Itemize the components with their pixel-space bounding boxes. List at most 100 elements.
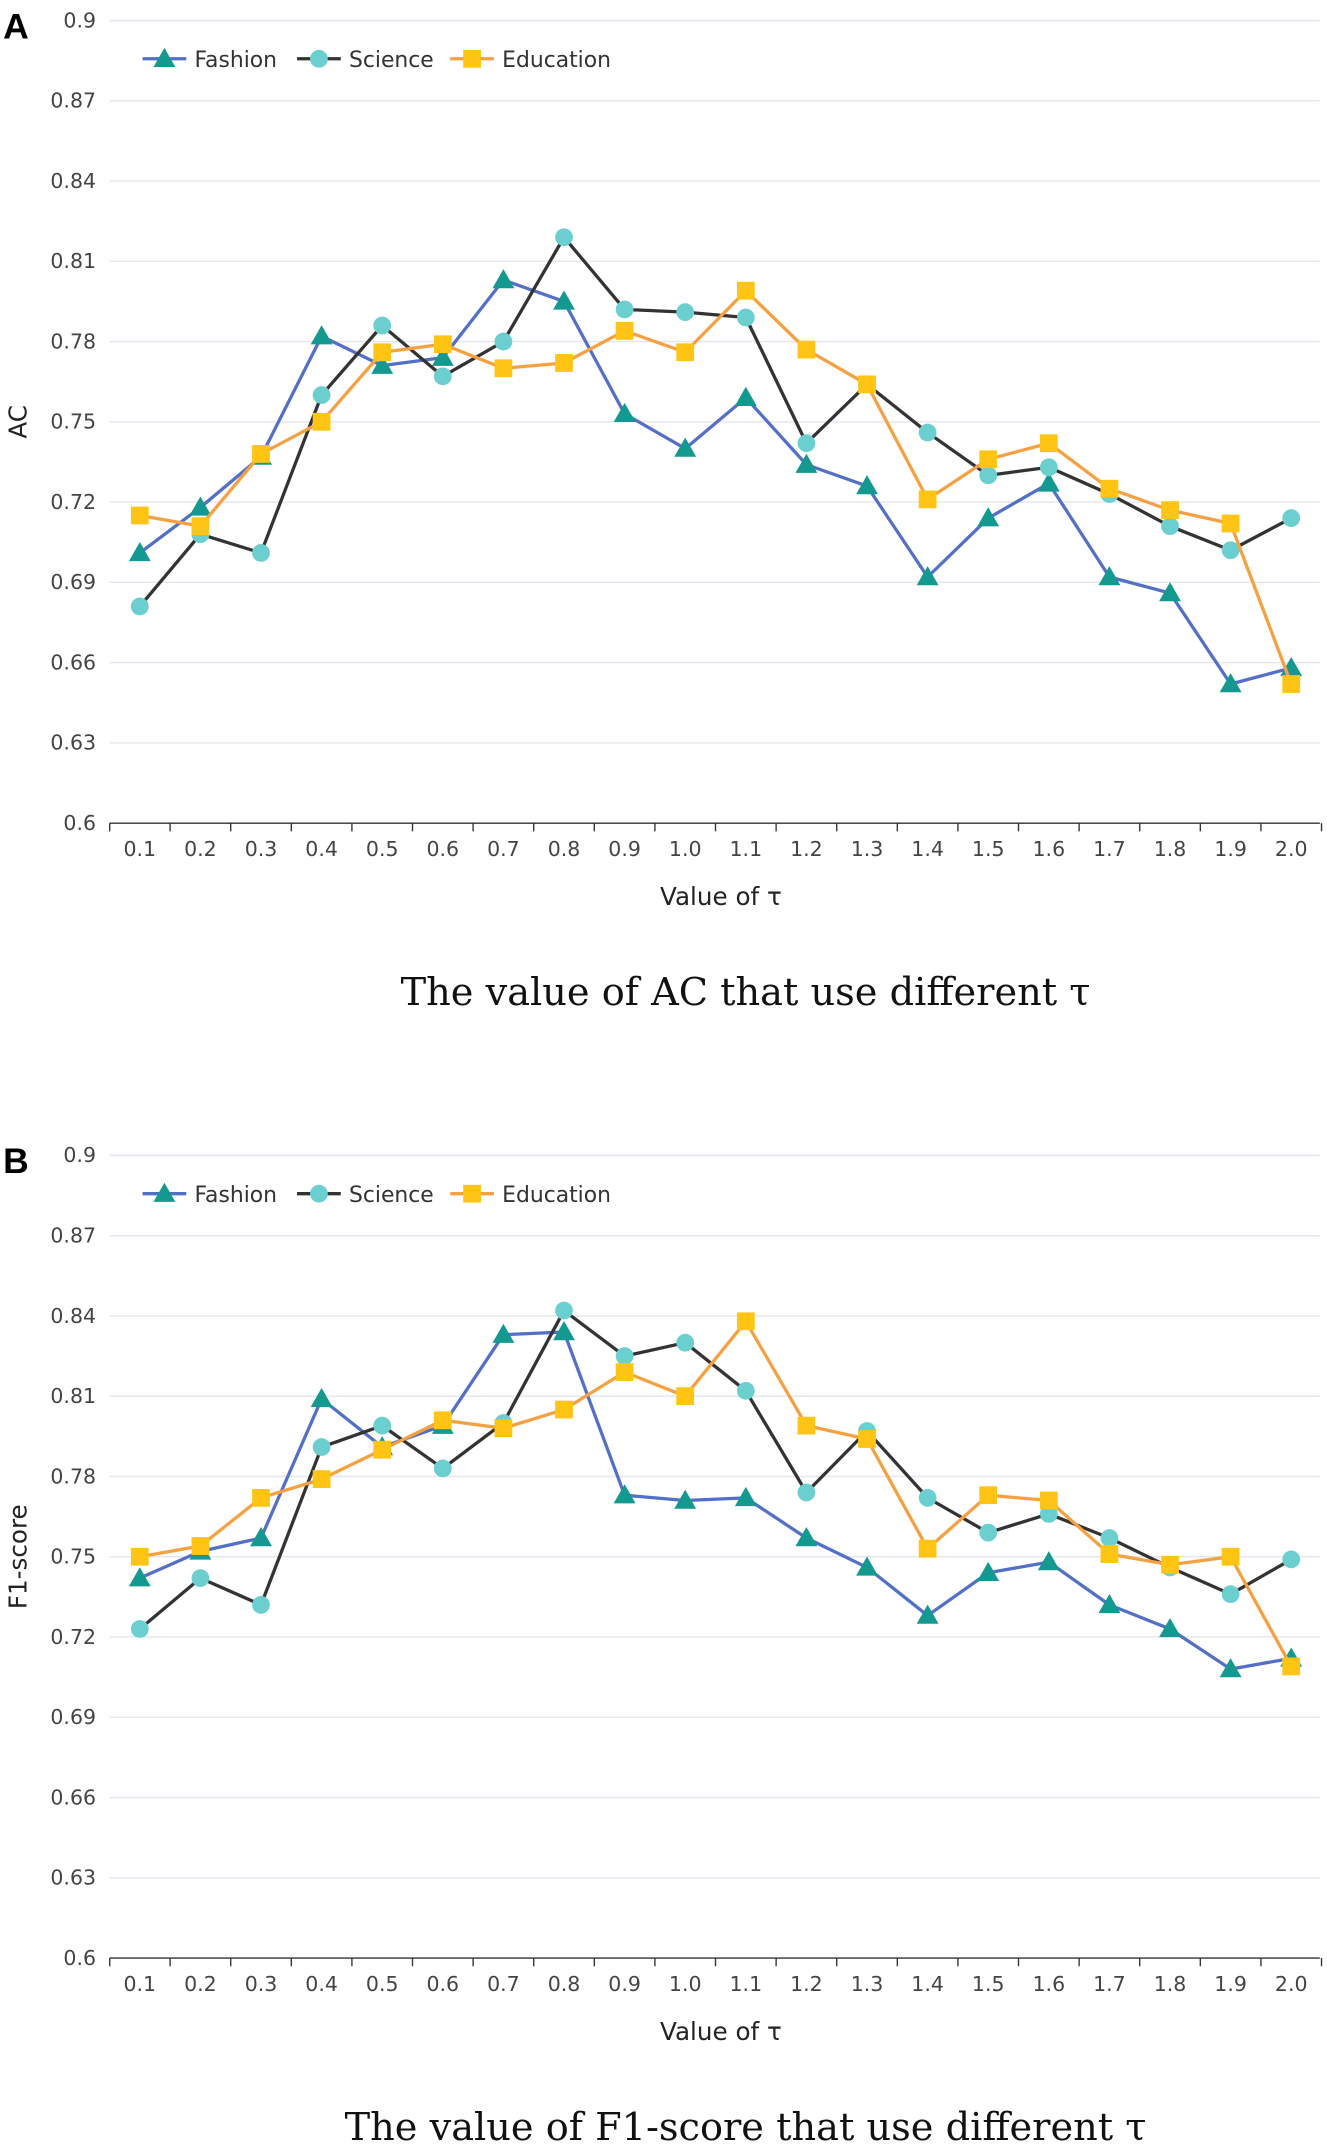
data-point-fashion <box>1037 472 1060 492</box>
x-tick-label: 0.5 <box>366 1972 399 1996</box>
data-point-fashion <box>1098 566 1121 586</box>
data-point-science <box>433 1459 452 1478</box>
data-point-science <box>312 1438 331 1456</box>
y-tick-label: 0.84 <box>50 1304 96 1328</box>
legend-item-education: Education <box>450 1183 611 1208</box>
panel-label: A <box>3 6 29 46</box>
data-point-science <box>797 1483 816 1502</box>
series-line-science <box>138 235 1292 608</box>
data-point-science <box>1221 541 1240 560</box>
x-tick-label: 0.1 <box>124 1972 157 1996</box>
data-point-science <box>252 1595 270 1614</box>
data-point-education <box>433 1411 452 1430</box>
legend-label: Fashion <box>195 48 278 73</box>
data-point-education <box>494 359 513 378</box>
series-fashion <box>128 269 1303 693</box>
data-point-education <box>1100 1545 1119 1563</box>
data-point-education <box>1221 514 1240 533</box>
x-tick-label: 1.9 <box>1214 837 1247 861</box>
y-tick-label: 0.69 <box>50 1705 96 1729</box>
legend-label: Science <box>349 48 434 73</box>
data-point-education <box>676 1387 695 1406</box>
data-point-fashion <box>856 1556 878 1576</box>
y-tick-label: 0.87 <box>50 89 96 113</box>
chart-panel-b: B 0.6 0.63 0.66 0.69 0.72 0.75 0.78 0.81 0.84 0.87… <box>3 1141 1323 2144</box>
x-tick-label: 0.9 <box>608 1972 641 1996</box>
x-tick-label: 1.7 <box>1093 837 1126 861</box>
y-tick-label: 0.78 <box>50 329 96 353</box>
data-point-education <box>555 354 573 372</box>
data-point-fashion <box>674 1489 697 1509</box>
x-tick-label: 1.0 <box>669 1972 702 1996</box>
data-point-education <box>191 1537 210 1555</box>
data-point-science <box>373 1416 392 1435</box>
data-point-education <box>494 1419 513 1438</box>
x-tick-label: 0.8 <box>548 837 581 861</box>
triangle-icon <box>153 47 176 67</box>
y-tick-label: 0.9 <box>63 1143 96 1167</box>
y-tick-label: 0.87 <box>50 1224 96 1248</box>
y-axis-label: F1-score <box>3 1504 32 1609</box>
y-axis-label: AC <box>3 405 32 439</box>
x-axis-label: Value of τ <box>660 2017 782 2046</box>
data-point-science <box>130 1620 149 1638</box>
triangle-icon <box>153 1182 176 1202</box>
y-tick-label: 0.63 <box>50 731 96 755</box>
data-point-education <box>191 517 210 536</box>
data-point-education <box>373 343 392 362</box>
data-point-fashion <box>492 269 515 289</box>
x-tick-label: 1.1 <box>730 1972 763 1996</box>
y-tick-label: 0.72 <box>50 1625 96 1649</box>
square-icon <box>463 49 481 68</box>
data-point-fashion <box>1219 1658 1242 1678</box>
data-point-fashion <box>250 1527 272 1547</box>
data-point-education <box>615 1363 634 1382</box>
x-tick-label: 1.3 <box>851 837 884 861</box>
data-point-fashion <box>1219 673 1242 693</box>
data-point-education <box>1282 675 1301 693</box>
data-point-science <box>979 466 998 485</box>
data-point-fashion <box>553 1321 575 1341</box>
y-tick-label: 0.66 <box>50 650 96 674</box>
y-tick-label: 0.78 <box>50 1464 96 1488</box>
data-point-education <box>130 506 149 525</box>
data-point-fashion <box>916 566 939 586</box>
series-fashion <box>128 1321 1303 1678</box>
y-tick-label: 0.6 <box>63 1946 96 1970</box>
data-point-fashion <box>492 1323 515 1343</box>
data-point-education <box>1039 1491 1058 1510</box>
panel-label: B <box>3 1141 29 1181</box>
legend-label: Science <box>349 1183 434 1208</box>
x-tick-label: 0.9 <box>608 837 641 861</box>
x-tick-label: 0.1 <box>124 837 157 861</box>
data-point-education <box>979 450 998 469</box>
data-point-science <box>555 228 573 247</box>
x-tick-label: 0.4 <box>305 837 338 861</box>
data-point-education <box>312 1470 331 1489</box>
y-tick-label: 0.69 <box>50 570 96 594</box>
data-point-science <box>1221 1585 1240 1604</box>
legend-item-science: Science <box>297 48 434 73</box>
data-point-education <box>736 281 755 300</box>
chart-caption: The value of F1-score that use different… <box>345 2105 1147 2144</box>
x-tick-label: 1.8 <box>1154 837 1187 861</box>
chart-panel-a: A 0.6 0.63 0.66 0.69 0.72 0.75 0.78 0.81 0.84 0.87… <box>3 6 1323 1015</box>
y-tick-label: 0.75 <box>50 410 96 434</box>
data-point-education <box>676 343 695 362</box>
x-tick-label: 2.0 <box>1275 1972 1308 1996</box>
series-line-science <box>138 1308 1293 1631</box>
data-point-science <box>191 1569 210 1588</box>
circle-icon <box>310 49 328 68</box>
data-point-fashion <box>856 475 878 495</box>
data-point-education <box>1282 1657 1301 1676</box>
x-tick-label: 1.4 <box>911 1972 944 1996</box>
data-point-education <box>797 340 816 359</box>
data-point-education <box>858 1430 876 1448</box>
data-point-science <box>130 597 149 616</box>
x-tick-label: 0.6 <box>427 1972 460 1996</box>
data-point-science <box>312 386 331 404</box>
data-point-fashion <box>189 496 212 516</box>
x-tick-label: 1.7 <box>1093 1972 1126 1996</box>
data-point-education <box>1161 1555 1179 1574</box>
data-point-education <box>1039 434 1058 453</box>
